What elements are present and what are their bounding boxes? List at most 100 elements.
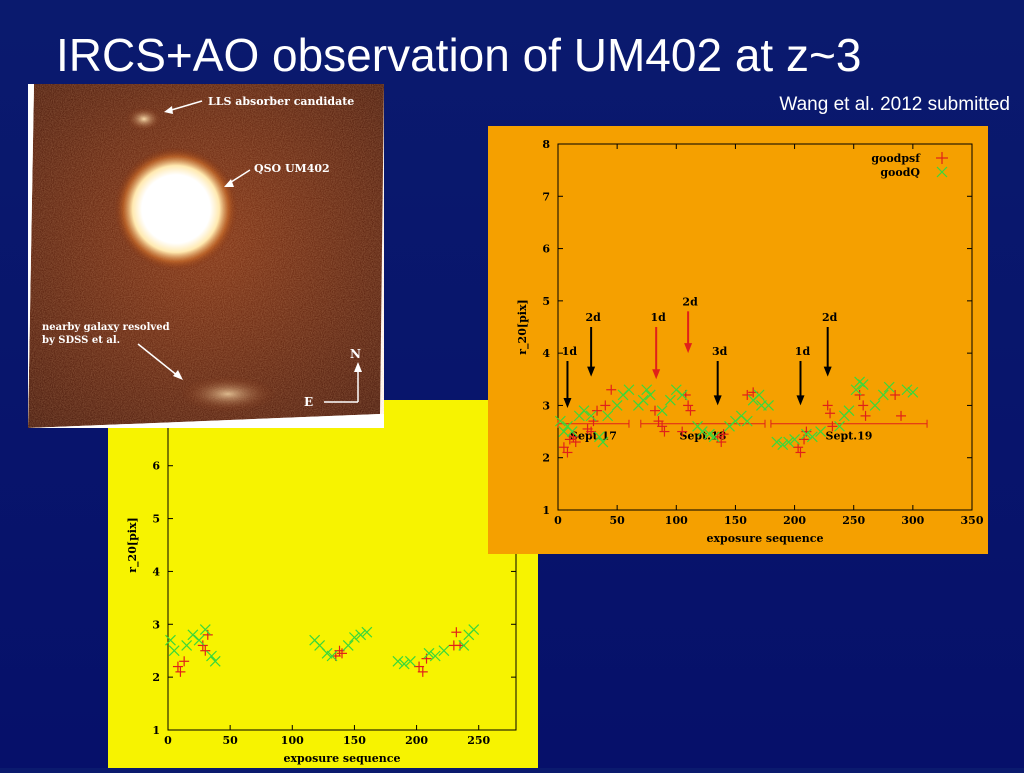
goodQ-point	[392, 655, 404, 667]
goodQ-point	[907, 386, 919, 398]
goodpsf-point	[175, 666, 186, 677]
goodQ-point	[404, 655, 416, 667]
annotation-arrowhead	[713, 395, 722, 406]
goodQ-point	[458, 640, 470, 651]
goodpsf-point	[677, 426, 688, 437]
annotation-arrowhead	[587, 366, 596, 377]
goodQ-point	[181, 640, 193, 651]
goodpsf-point	[827, 421, 838, 432]
goodQ-point	[398, 658, 410, 670]
goodQ-point	[676, 389, 688, 401]
goodQ-point	[843, 405, 855, 417]
x-tick-label: 100	[281, 734, 304, 747]
goodQ-point	[664, 394, 676, 406]
x-tick-label: 0	[554, 514, 562, 527]
goodQ-point	[783, 436, 795, 448]
x-tick-label: 200	[783, 514, 806, 527]
annotation-label: 1d	[795, 345, 811, 358]
goodQ-point	[623, 384, 635, 396]
goodQ-point	[326, 650, 338, 662]
goodpsf-point	[451, 627, 462, 638]
goodpsf-point	[649, 405, 660, 416]
goodpsf-point	[562, 447, 573, 458]
goodpsf-point	[793, 442, 804, 453]
goodQ-point	[187, 629, 199, 641]
goodQ-point	[349, 632, 360, 643]
goodQ-point	[850, 384, 862, 396]
date-range-label: Sept.19	[826, 430, 873, 443]
x-axis-label: exposure sequence	[284, 752, 401, 765]
goodpsf-point	[718, 429, 729, 440]
y-tick-label: 4	[152, 565, 160, 578]
goodQ-point	[321, 647, 333, 659]
annotation-arrowhead	[823, 366, 832, 377]
goodQ-point	[438, 645, 450, 657]
galaxy-label-line2: by SDSS et al.	[42, 335, 120, 346]
goodQ-point	[789, 433, 800, 445]
goodQ-point	[468, 624, 480, 635]
legend-label: goodpsf	[871, 152, 921, 165]
annotation-label: 1d	[562, 345, 578, 358]
goodQ-point	[355, 629, 367, 641]
goodQ-point	[708, 431, 720, 443]
nearby-galaxy-blob	[180, 376, 276, 412]
goodpsf-point	[570, 437, 581, 448]
annotation-arrowhead	[684, 343, 693, 354]
goodQ-point	[777, 439, 789, 451]
goodpsf-point	[657, 421, 668, 432]
goodQ-point	[429, 650, 441, 662]
goodQ-point	[763, 400, 774, 411]
goodpsf-point	[854, 389, 865, 400]
goodQ-point	[423, 647, 435, 659]
goodQ-point	[869, 400, 881, 411]
goodpsf-point	[586, 426, 597, 437]
x-tick-label: 150	[724, 514, 747, 527]
y-tick-label: 6	[542, 243, 550, 256]
goodQ-point	[656, 405, 668, 417]
x-tick-label: 100	[665, 514, 688, 527]
goodQ-point	[168, 645, 180, 657]
goodpsf-point	[659, 426, 670, 437]
goodQ-point	[644, 389, 656, 401]
y-tick-label: 5	[152, 513, 160, 526]
x-tick-label: 350	[961, 514, 984, 527]
goodQ-point	[641, 384, 653, 396]
x-tick-label: 300	[901, 514, 924, 527]
goodpsf-point	[179, 656, 190, 667]
x-tick-label: 200	[405, 734, 428, 747]
yellow-scatter-chart: 0501001502002501234567exposure sequencer…	[126, 359, 517, 765]
goodpsf-point	[822, 400, 833, 411]
goodpsf-point	[685, 405, 696, 416]
annotation-label: 3d	[712, 345, 728, 358]
y-tick-label: 3	[542, 399, 550, 412]
annotation-label: 1d	[650, 311, 666, 324]
plot-frame	[167, 359, 517, 731]
goodQ-point	[585, 410, 597, 422]
astronomical-image: LLS absorber candidate QSO UM402 nearby …	[28, 84, 384, 428]
goodpsf-point	[742, 389, 753, 400]
compass-east-label: E	[304, 395, 313, 409]
goodQ-point	[558, 426, 570, 437]
goodQ-point	[637, 394, 649, 406]
goodpsf-point	[600, 400, 611, 411]
lls-label: LLS absorber candidate	[208, 95, 354, 108]
goodpsf-point	[200, 645, 211, 656]
goodpsf-point	[417, 666, 428, 677]
slide-credit: Wang et al. 2012 submitted	[779, 94, 1010, 115]
annotation-arrowhead	[796, 395, 805, 406]
lls-absorber-blob	[126, 107, 162, 131]
goodpsf-point	[683, 400, 694, 411]
goodpsf-point	[825, 408, 836, 419]
galaxy-label-line1: nearby galaxy resolved	[42, 322, 170, 333]
goodQ-point	[361, 626, 373, 638]
goodQ-point	[206, 650, 217, 662]
goodQ-point	[741, 415, 753, 427]
x-axis-label: exposure sequence	[707, 532, 824, 545]
goodQ-point	[597, 436, 609, 448]
y-tick-label: 8	[542, 138, 550, 151]
legend-label: goodQ	[880, 166, 920, 179]
goodpsf-point	[414, 661, 425, 672]
y-tick-label: 2	[542, 452, 550, 465]
astronomical-image-panel: LLS absorber candidate QSO UM402 nearby …	[28, 84, 384, 428]
orange-scatter-chart: 0 50 100 150 200 250 300 350 1 2 3 4 5 6 7 8 exposure se…	[516, 138, 984, 545]
